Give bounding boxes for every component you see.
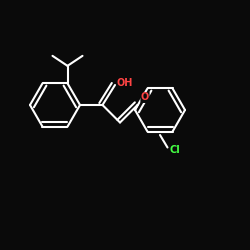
- Text: OH: OH: [117, 78, 133, 88]
- Text: Cl: Cl: [170, 145, 180, 155]
- Text: O: O: [141, 92, 149, 102]
